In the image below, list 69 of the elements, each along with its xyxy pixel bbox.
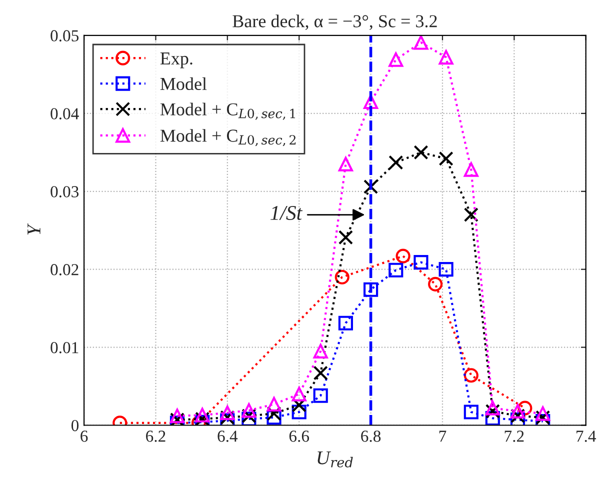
- point: [388, 52, 404, 67]
- point: [485, 410, 500, 426]
- point: [510, 408, 526, 424]
- y-tick-label: 0.01: [50, 342, 78, 354]
- point: [414, 255, 428, 270]
- point: [464, 368, 478, 383]
- point: [292, 398, 306, 412]
- point: [438, 50, 454, 65]
- y-axis-title: Y: [28, 223, 40, 235]
- point: [242, 408, 256, 424]
- annotation: 1/St: [270, 206, 303, 220]
- x-tick-label: 7.4: [576, 430, 596, 442]
- point: [338, 156, 353, 172]
- point: [220, 410, 235, 425]
- y-tick-label: 0.02: [50, 264, 78, 276]
- x-tick-label: 6.4: [218, 430, 238, 442]
- point: [266, 396, 282, 412]
- legend-label: Model + C$_{L0,sec,1}$: [160, 102, 295, 120]
- y-tick-label: 0: [71, 420, 79, 432]
- point: [414, 145, 428, 160]
- point: [536, 410, 550, 425]
- y-tick-label: 0.03: [50, 186, 79, 198]
- point: [195, 408, 210, 422]
- point: [266, 410, 282, 425]
- point: [292, 404, 306, 420]
- legend-label: Model + C$_{L0,sec,2}$: [160, 129, 296, 146]
- point: [364, 179, 378, 194]
- point: [242, 403, 256, 418]
- x-tick-label: 7: [439, 430, 446, 442]
- x-tick-label: 6.8: [361, 430, 381, 442]
- point: [313, 388, 328, 403]
- point: [414, 35, 428, 50]
- point: [485, 400, 500, 416]
- point: [338, 316, 353, 330]
- x-tick-label: 6: [80, 430, 88, 442]
- y-tick-label: 0.05: [50, 30, 79, 42]
- point: [364, 282, 378, 297]
- point: [428, 276, 443, 292]
- y-tick-label: 0.04: [50, 108, 79, 120]
- point: [536, 406, 550, 421]
- point: [388, 155, 404, 170]
- point: [464, 207, 478, 222]
- point: [338, 230, 353, 245]
- point: [170, 408, 185, 424]
- point: [485, 404, 500, 419]
- point: [438, 151, 454, 166]
- point: [464, 162, 478, 177]
- chart-title: Bare deck, α = −3°, Sc = 3.2: [232, 14, 437, 30]
- point: [438, 262, 454, 277]
- legend-label: Exp.: [160, 52, 192, 68]
- point: [220, 405, 235, 420]
- point: [388, 262, 404, 278]
- point: [195, 412, 210, 426]
- point: [396, 248, 410, 264]
- point: [313, 366, 328, 380]
- x-axis-title: U$_{red}$: [318, 451, 353, 468]
- x-tick-label: 6.2: [146, 430, 166, 442]
- point: [518, 400, 532, 416]
- x-tick-label: 6.6: [289, 430, 310, 442]
- point: [292, 386, 306, 402]
- point: [334, 270, 350, 284]
- point: [313, 344, 328, 358]
- point: [510, 404, 526, 419]
- point: [464, 404, 478, 420]
- point: [266, 406, 282, 421]
- legend-label: Model: [160, 77, 207, 90]
- point: [364, 94, 378, 110]
- point: [170, 412, 185, 426]
- x-tick-label: 7.2: [504, 430, 524, 442]
